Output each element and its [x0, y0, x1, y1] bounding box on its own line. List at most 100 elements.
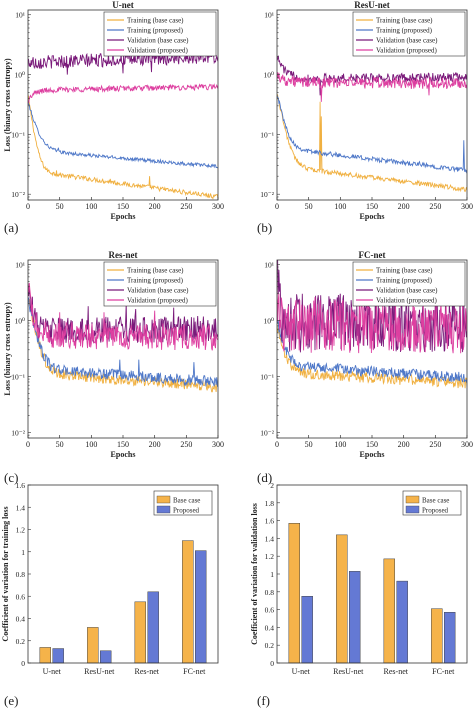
series-line-4	[277, 280, 467, 354]
x-tick-label: U-net	[292, 667, 311, 676]
x-tick-label: 150	[117, 440, 129, 449]
bar	[39, 647, 52, 664]
legend: Training (base case) Training (proposed) V…	[352, 11, 466, 57]
bar	[444, 612, 456, 664]
chart-title: ResU-net	[354, 0, 390, 10]
series-line-2	[277, 94, 467, 174]
y-tick-label: 10⁻²	[260, 190, 274, 199]
y-tick-label: 0	[21, 659, 25, 668]
y-tick-label: 0.6	[16, 592, 26, 601]
y-tick-label: 1.2	[265, 552, 275, 561]
legend: Base case Proposed	[153, 490, 213, 516]
y-tick-label: 0.8	[265, 588, 275, 597]
y-tick-label: 10⁻²	[11, 429, 25, 438]
x-tick-label: 50	[56, 440, 64, 449]
series-line-2	[28, 101, 218, 169]
y-tick-label: 1	[21, 548, 25, 557]
y-tick-label: 10⁻²	[260, 429, 274, 438]
series-line-2	[28, 297, 218, 388]
x-tick-label: Res-net	[384, 667, 409, 676]
legend-entry: Validation (base case)	[376, 287, 438, 295]
x-tick-label: 150	[366, 440, 378, 449]
y-tick-label: 1.6	[16, 481, 26, 490]
y-axis-label: Loss (binary cross entropy)	[3, 302, 12, 396]
y-tick-label: 0.6	[265, 606, 275, 615]
panel-label: (f)	[257, 693, 270, 708]
x-tick-label: 100	[334, 202, 346, 211]
bar	[147, 591, 159, 664]
x-tick-label: ResU-net	[84, 667, 115, 676]
legend: Base case Proposed	[402, 490, 462, 516]
chart-title: FC-net	[359, 250, 386, 260]
x-axis-label: Epochs	[111, 450, 136, 459]
legend-entry: Proposed	[422, 507, 449, 515]
legend: Training (base case) Training (proposed) V…	[103, 11, 217, 57]
legend-entry: Training (proposed)	[376, 277, 433, 285]
bar	[383, 558, 396, 664]
y-tick-label: 1.2	[16, 526, 26, 535]
y-tick-label: 1.6	[265, 517, 275, 526]
y-tick-label: 10¹	[264, 260, 274, 269]
legend-entry: Training (base case)	[127, 17, 184, 25]
x-tick-label: 300	[461, 440, 473, 449]
x-tick-label: 250	[429, 440, 441, 449]
y-tick-label: 0.2	[16, 637, 26, 646]
legend-box	[352, 11, 466, 57]
x-tick-label: FC-net	[183, 667, 206, 676]
x-tick-label: Res-net	[135, 667, 160, 676]
bar	[100, 650, 112, 664]
x-tick-label: 150	[117, 202, 129, 211]
x-tick-label: FC-net	[432, 667, 455, 676]
y-tick-label: 0.4	[265, 623, 275, 632]
legend-entry: Training (base case)	[376, 267, 433, 275]
bar	[336, 534, 348, 664]
series-line-4	[28, 83, 218, 104]
y-tick-label: 10⁻¹	[260, 130, 274, 139]
x-tick-label: 200	[149, 202, 161, 211]
series-group	[28, 48, 218, 200]
chart-panel-5: U-net ResU-net Res-net FC-net 0 0.2 0.4 0.6 0.8 1…	[1, 481, 219, 708]
y-tick-label: 10¹	[264, 11, 274, 20]
x-tick-label: 250	[180, 202, 192, 211]
series-line-4	[28, 282, 218, 351]
bar	[195, 550, 207, 664]
chart-panel-3: 0 50 100 150 200 250 300 10⁻² 10⁻¹ 10⁰ 10¹ Res-net E…	[3, 250, 224, 485]
y-axis-label: Coefficient of variation for training lo…	[1, 506, 10, 641]
x-tick-label: 0	[275, 440, 279, 449]
legend-entry: Training (proposed)	[376, 27, 433, 35]
y-tick-label: 2	[270, 481, 274, 490]
panel-label: (a)	[4, 220, 18, 235]
y-axis-label: Loss (binary cross entropy)	[3, 58, 12, 152]
x-tick-label: 100	[334, 440, 346, 449]
y-tick-label: 1.8	[265, 499, 275, 508]
y-tick-label: 10⁻²	[11, 190, 25, 199]
bar	[134, 601, 146, 664]
y-tick-label: 10⁻¹	[260, 373, 274, 382]
legend-swatch	[405, 495, 420, 504]
bar	[396, 580, 408, 664]
x-tick-label: 200	[398, 440, 410, 449]
x-tick-label: 0	[26, 440, 30, 449]
series-line-4	[277, 72, 467, 102]
x-axis-label: Epochs	[360, 450, 385, 459]
legend-swatch	[156, 505, 171, 514]
y-tick-label: 10⁰	[263, 71, 274, 80]
x-tick-label: 0	[26, 202, 30, 211]
legend-entry: Proposed	[173, 507, 200, 515]
panel-label: (e)	[4, 693, 18, 708]
legend-entry: Base case	[422, 497, 449, 505]
series-group	[277, 55, 467, 193]
y-tick-label: 10⁻¹	[11, 373, 25, 382]
y-tick-label: 10⁰	[263, 316, 274, 325]
x-tick-label: 250	[429, 202, 441, 211]
x-tick-label: 100	[85, 440, 97, 449]
x-tick-label: 250	[180, 440, 192, 449]
bar	[349, 571, 361, 664]
x-axis-label: Epochs	[360, 212, 385, 221]
panel-label: (b)	[257, 220, 272, 235]
x-tick-label: 200	[398, 202, 410, 211]
panel-label: (d)	[257, 470, 272, 485]
legend-entry: Validation (base case)	[127, 287, 189, 295]
series-group	[28, 282, 218, 393]
x-tick-label: 150	[366, 202, 378, 211]
